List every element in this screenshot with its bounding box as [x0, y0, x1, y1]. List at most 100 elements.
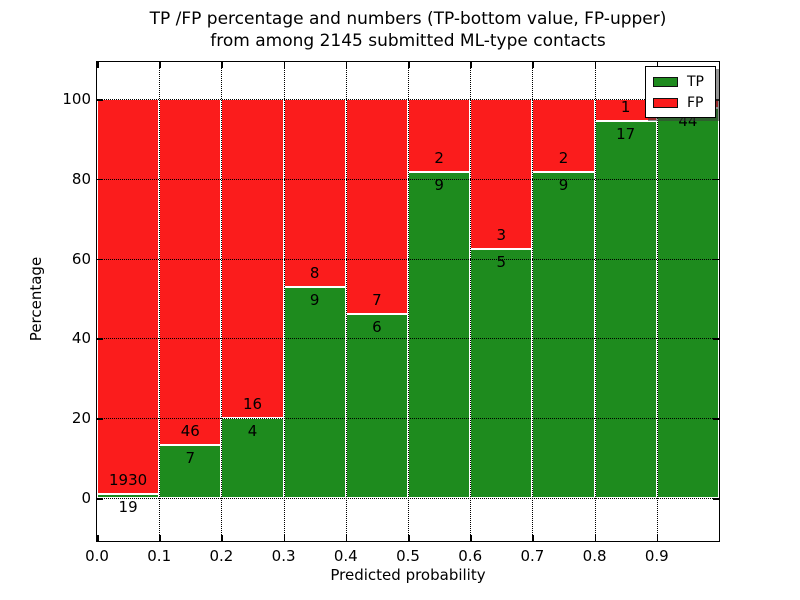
x-tick-mark — [408, 535, 410, 541]
bar-tp-segment — [283, 286, 346, 498]
y-tick-label: 20 — [71, 409, 91, 428]
bar-tp-count-label: 6 — [372, 317, 382, 336]
bar-fp-count-label: 1930 — [109, 471, 148, 490]
y-tick-label: 80 — [71, 169, 91, 188]
bar-fp-segment — [345, 99, 408, 314]
bar-tp-segment — [159, 445, 222, 498]
gridline-vertical — [532, 62, 534, 541]
y-tick-label: 100 — [62, 90, 91, 108]
bar-tp-segment — [470, 248, 533, 498]
bar-fp-count-label: 16 — [242, 395, 263, 414]
x-tick-label: 0.9 — [644, 547, 669, 565]
x-tick-mark — [656, 535, 659, 541]
bar-fp-segment — [97, 99, 160, 495]
bar-tp-segment — [408, 171, 471, 498]
plot-area: 1930 19 46 7 16 4 8 9 7 6 2 9 3 5 2 9 1 17 44 — [97, 62, 719, 541]
gridline-vertical — [345, 62, 347, 541]
bar-tp-count-label: 19 — [118, 498, 138, 517]
x-tick-mark — [345, 535, 348, 541]
y-tick-mark — [97, 258, 103, 261]
y-tick-mark-right — [713, 338, 719, 340]
x-tick-mark — [283, 535, 286, 541]
bar-fp-segment — [283, 99, 346, 287]
bar-tp-segment — [97, 494, 160, 498]
x-tick-label: 0.6 — [458, 547, 483, 565]
bar-tp-count-label: 4 — [247, 422, 258, 441]
x-tick-mark — [532, 535, 534, 541]
bar-fp-count-label: 8 — [309, 263, 320, 282]
bar-tp-count-label: 9 — [309, 290, 320, 309]
y-tick-mark-right — [713, 418, 719, 420]
gridline-vertical — [656, 62, 658, 541]
x-tick-label: 0.8 — [582, 547, 607, 565]
legend-label-fp: FP — [687, 94, 704, 111]
x-tick-mark-top — [345, 62, 348, 68]
x-tick-mark-top — [470, 62, 472, 68]
gridline-vertical — [408, 62, 409, 541]
gridline-vertical — [221, 62, 223, 541]
y-tick-mark — [97, 178, 103, 181]
y-tick-mark-right — [713, 178, 719, 181]
bar-fp-count-label: 1 — [620, 98, 631, 117]
x-tick-label: 0.5 — [396, 547, 420, 565]
legend-swatch-tp — [653, 76, 678, 87]
y-tick-mark-right — [713, 258, 719, 261]
bar-tp-count-label: 9 — [558, 175, 569, 194]
y-tick-label: 40 — [71, 329, 91, 348]
bar-fp-segment — [470, 99, 533, 249]
y-tick-label: 60 — [71, 249, 91, 268]
gridline-vertical — [283, 62, 285, 541]
x-tick-label: 0.3 — [271, 547, 296, 565]
y-tick-mark — [97, 418, 103, 420]
y-tick-mark — [97, 498, 103, 500]
bar-tp-count-label: 9 — [434, 175, 444, 194]
x-tick-mark-top — [159, 62, 161, 68]
x-tick-mark — [159, 535, 161, 541]
gridline-vertical — [470, 62, 472, 541]
y-tick-mark-right — [713, 99, 719, 101]
x-tick-mark — [97, 535, 99, 541]
bar-tp-segment — [532, 171, 595, 498]
bar-fp-count-label: 3 — [496, 225, 507, 244]
x-tick-label: 0.2 — [209, 547, 234, 565]
x-tick-mark — [470, 535, 472, 541]
x-axis-label: Predicted probability — [330, 566, 486, 584]
x-tick-label: 0.1 — [147, 547, 172, 565]
bar-tp-count-label: 7 — [185, 449, 196, 468]
x-tick-mark-top — [97, 62, 99, 68]
chart-title-line1: TP /FP percentage and numbers (TP-bottom… — [149, 9, 667, 29]
y-tick-mark — [97, 338, 103, 340]
legend: TP FP — [645, 66, 716, 118]
bar-tp-segment — [594, 121, 657, 498]
chart-title-line2: from among 2145 submitted ML-type contac… — [210, 31, 606, 51]
x-tick-mark-top — [408, 62, 410, 68]
x-tick-mark-top — [656, 62, 659, 68]
legend-swatch-fp — [653, 97, 678, 108]
bar-tp-count-label: 5 — [496, 252, 507, 271]
x-tick-label: 0.4 — [333, 547, 358, 565]
x-tick-label: 0.7 — [520, 547, 545, 565]
bar-fp-count-label: 2 — [558, 148, 569, 167]
bar-tp-count-label: 17 — [616, 125, 636, 144]
legend-label-tp: TP — [687, 73, 704, 90]
x-tick-mark-top — [532, 62, 534, 68]
legend-item-tp: TP — [653, 71, 708, 92]
x-tick-mark-top — [221, 62, 223, 68]
bar-tp-segment — [345, 313, 408, 498]
x-tick-mark — [221, 535, 223, 541]
bar-fp-count-label: 46 — [180, 422, 200, 441]
chart-title: TP /FP percentage and numbers (TP-bottom… — [97, 8, 719, 52]
bar-fp-segment — [532, 99, 595, 172]
bar-fp-segment — [159, 99, 222, 446]
gridline-vertical — [594, 62, 596, 541]
x-tick-mark-top — [283, 62, 286, 68]
x-tick-mark — [594, 535, 597, 541]
x-tick-label: 0.0 — [85, 547, 109, 565]
bar-fp-count-label: 7 — [372, 290, 382, 309]
x-tick-mark-top — [594, 62, 597, 68]
gridline-vertical — [159, 62, 161, 541]
legend-item-fp: FP — [653, 92, 708, 113]
bar-fp-count-label: 2 — [434, 148, 444, 167]
y-tick-label: 0 — [81, 489, 91, 507]
